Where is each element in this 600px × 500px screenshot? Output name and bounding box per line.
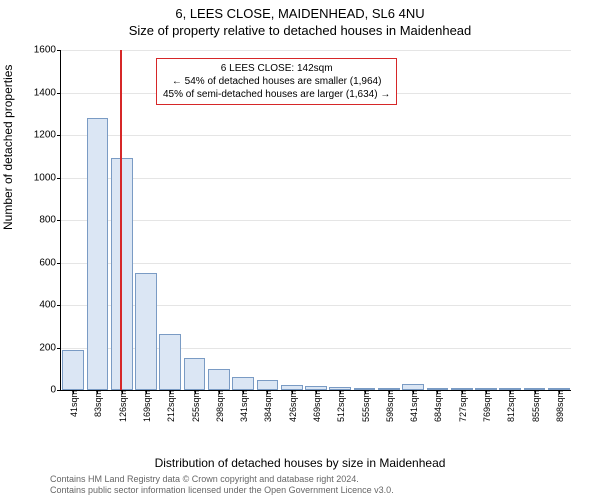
xtick-label: 126sqm (118, 390, 128, 422)
y-axis-label: Number of detached properties (1, 65, 15, 230)
annotation-line-1: 6 LEES CLOSE: 142sqm (163, 62, 390, 75)
xtick-label: 341sqm (239, 390, 249, 422)
histogram-bar (159, 334, 181, 390)
xtick-label: 41sqm (69, 390, 79, 417)
xtick-label: 255sqm (191, 390, 201, 422)
gridline (61, 178, 571, 179)
xtick-label: 169sqm (142, 390, 152, 422)
ytick-label: 400 (39, 300, 61, 311)
histogram-bar (135, 273, 157, 390)
xtick-label: 469sqm (312, 390, 322, 422)
histogram-bar (232, 377, 254, 390)
ytick-label: 800 (39, 215, 61, 226)
ytick-label: 1200 (34, 130, 61, 141)
plot-area: 0200400600800100012001400160041sqm83sqm1… (60, 50, 571, 391)
xtick-label: 855sqm (531, 390, 541, 422)
ytick-label: 200 (39, 342, 61, 353)
ytick-label: 1000 (34, 172, 61, 183)
xtick-label: 512sqm (336, 390, 346, 422)
xtick-label: 555sqm (361, 390, 371, 422)
xtick-label: 684sqm (433, 390, 443, 422)
gridline (61, 50, 571, 51)
xtick-label: 898sqm (555, 390, 565, 422)
footnote-line-2: Contains public sector information licen… (50, 485, 590, 496)
xtick-label: 641sqm (409, 390, 419, 422)
title-line-1: 6, LEES CLOSE, MAIDENHEAD, SL6 4NU (0, 6, 600, 23)
annotation-box: 6 LEES CLOSE: 142sqm ← 54% of detached h… (156, 58, 397, 105)
histogram-bar (208, 369, 230, 390)
reference-line (120, 50, 122, 390)
histogram-bar (257, 380, 279, 390)
xtick-label: 598sqm (385, 390, 395, 422)
histogram-bar (184, 358, 206, 390)
ytick-label: 1400 (34, 87, 61, 98)
xtick-label: 212sqm (166, 390, 176, 422)
ytick-label: 1600 (34, 45, 61, 56)
footnote-line-1: Contains HM Land Registry data © Crown c… (50, 474, 590, 485)
footnote: Contains HM Land Registry data © Crown c… (50, 474, 590, 497)
ytick-label: 0 (50, 385, 61, 396)
annotation-line-2: ← 54% of detached houses are smaller (1,… (163, 75, 390, 88)
gridline (61, 263, 571, 264)
histogram-bar (62, 350, 84, 390)
histogram-bar (87, 118, 109, 390)
xtick-label: 426sqm (288, 390, 298, 422)
xtick-label: 298sqm (215, 390, 225, 422)
xtick-label: 727sqm (458, 390, 468, 422)
x-axis-label: Distribution of detached houses by size … (0, 456, 600, 470)
gridline (61, 135, 571, 136)
title-line-2: Size of property relative to detached ho… (0, 23, 600, 40)
xtick-label: 384sqm (263, 390, 273, 422)
histogram-bar (111, 158, 133, 390)
xtick-label: 769sqm (482, 390, 492, 422)
gridline (61, 220, 571, 221)
ytick-label: 600 (39, 257, 61, 268)
chart-title: 6, LEES CLOSE, MAIDENHEAD, SL6 4NU Size … (0, 6, 600, 40)
annotation-line-3: 45% of semi-detached houses are larger (… (163, 88, 390, 101)
xtick-label: 812sqm (506, 390, 516, 422)
xtick-label: 83sqm (93, 390, 103, 417)
